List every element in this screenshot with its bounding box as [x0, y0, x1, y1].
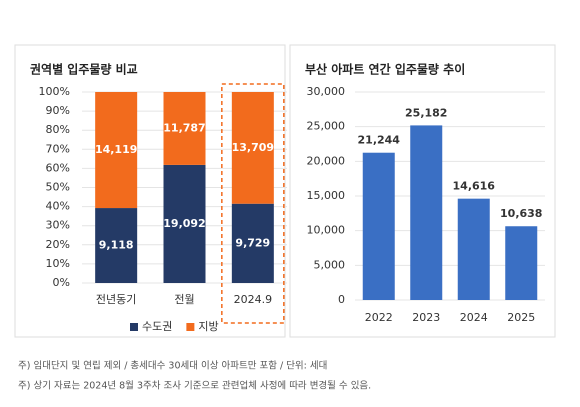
- data-label: 14,616: [453, 180, 496, 193]
- y-tick-label: 30,000: [307, 85, 346, 98]
- legend-marker: [130, 323, 138, 331]
- y-tick-label: 0%: [53, 276, 70, 289]
- data-label: 14,119: [95, 143, 137, 156]
- y-tick-label: 20%: [46, 238, 70, 251]
- data-label: 10,638: [500, 207, 542, 220]
- footnote: 주) 임대단지 및 연립 제외 / 총세대수 30세대 이상 아파트만 포함 /…: [18, 360, 327, 372]
- y-tick-label: 50%: [46, 181, 70, 194]
- y-tick-label: 40%: [46, 200, 70, 213]
- y-tick-label: 10,000: [307, 224, 346, 237]
- highlight-box: [221, 83, 285, 324]
- x-tick-label: 전년동기: [96, 293, 136, 306]
- legend-marker: [186, 323, 195, 331]
- bar-segment: [231, 203, 274, 283]
- y-tick-label: 25,000: [307, 120, 346, 133]
- y-tick-label: 100%: [39, 85, 70, 98]
- x-tick-label: 2024: [460, 311, 488, 324]
- bar-segment: [95, 208, 138, 283]
- y-tick-label: 5,000: [314, 258, 346, 271]
- data-label: 19,092: [163, 217, 205, 230]
- legend-label: 지방: [198, 320, 218, 333]
- bar-segment: [163, 164, 206, 283]
- chart-title: 부산 아파트 연간 입주물량 추이: [305, 62, 465, 77]
- bar-segment: [163, 92, 206, 165]
- data-label: 13,709: [232, 141, 274, 154]
- bar-segment: [95, 92, 138, 209]
- y-tick-label: 30%: [46, 219, 70, 232]
- x-tick-label: 2023: [412, 311, 440, 324]
- bar: [410, 125, 443, 300]
- y-tick-label: 80%: [46, 123, 70, 136]
- data-label: 11,787: [163, 121, 205, 134]
- bar-segment: [231, 92, 274, 204]
- data-label: 9,729: [235, 236, 270, 249]
- y-tick-label: 60%: [46, 161, 70, 174]
- data-label: 25,182: [405, 106, 447, 119]
- data-label: 21,244: [358, 134, 401, 147]
- data-label: 9,118: [99, 239, 134, 252]
- y-tick-label: 10%: [46, 257, 70, 270]
- footnote: 주) 상기 자료는 2024년 8월 3주차 조사 기준으로 관련업체 사정에 …: [18, 380, 371, 392]
- bar: [505, 226, 538, 300]
- x-tick-label: 2024.9: [234, 293, 273, 306]
- chart-title: 권역별 입주물량 비교: [30, 62, 138, 77]
- y-tick-label: 15,000: [307, 189, 346, 202]
- y-tick-label: 20,000: [307, 154, 346, 167]
- x-tick-label: 2025: [507, 311, 535, 324]
- legend-label: 수도권: [142, 320, 172, 333]
- y-tick-label: 0: [338, 293, 345, 306]
- y-tick-label: 70%: [46, 142, 70, 155]
- bar: [362, 152, 395, 300]
- x-tick-label: 전월: [174, 293, 194, 306]
- bar: [457, 198, 490, 300]
- x-tick-label: 2022: [365, 311, 393, 324]
- y-tick-label: 90%: [46, 104, 70, 117]
